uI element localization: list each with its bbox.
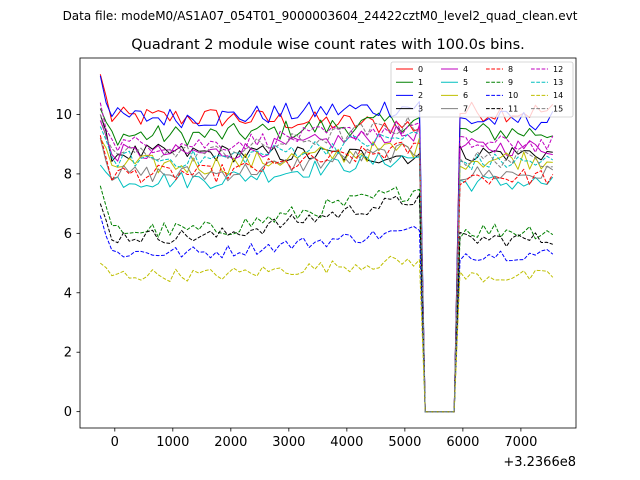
- series-line-10: [99, 215, 554, 413]
- legend-label-6: 6: [463, 91, 468, 100]
- series-line-6: [99, 137, 553, 413]
- x-axis-offset-label: +3.2366e8: [503, 455, 576, 470]
- legend-label-0: 0: [418, 65, 423, 74]
- legend-label-13: 13: [553, 78, 563, 87]
- plot-area: [79, 57, 577, 429]
- x-tick-label: 5000: [388, 435, 421, 450]
- y-tick-label: 0: [64, 405, 72, 420]
- series-line-8: [99, 135, 554, 413]
- x-tick-label: 1000: [156, 435, 189, 450]
- chart-title: Quadrant 2 module wise count rates with …: [131, 37, 525, 53]
- x-tick-label: 0: [111, 435, 119, 450]
- series-line-7: [99, 138, 554, 413]
- legend-label-3: 3: [418, 104, 423, 113]
- series-line-12: [99, 102, 554, 413]
- series-line-15: [99, 114, 553, 413]
- legend-label-12: 12: [553, 65, 563, 74]
- legend-label-14: 14: [553, 91, 563, 100]
- series-line-5: [99, 152, 554, 413]
- legend-label-4: 4: [463, 65, 468, 74]
- x-axis: 0 1000 2000 3000 4000 5000 6000 7000: [111, 428, 537, 450]
- y-tick-label: 6: [64, 227, 72, 242]
- y-tick-label: 4: [64, 286, 72, 301]
- y-tick-label: 8: [64, 167, 72, 182]
- legend-label-1: 1: [418, 78, 423, 87]
- x-tick-label: 6000: [446, 435, 479, 450]
- chart-suptitle: Data file: modeM0/AS1A07_054T01_90000036…: [63, 9, 578, 23]
- y-tick-label: 10: [55, 108, 72, 123]
- legend-box: [390, 61, 574, 118]
- legend-label-2: 2: [418, 91, 423, 100]
- x-tick-label: 4000: [330, 435, 363, 450]
- plot-frame: [79, 57, 577, 429]
- series-line-4: [99, 120, 553, 413]
- x-tick-label: 3000: [272, 435, 305, 450]
- x-tick-label: 7000: [504, 435, 537, 450]
- legend-label-8: 8: [508, 65, 513, 74]
- legend-label-11: 11: [508, 104, 518, 113]
- series-line-11: [99, 193, 553, 413]
- y-tick-label: 2: [64, 346, 72, 361]
- legend-label-15: 15: [553, 104, 563, 113]
- y-axis: 0 2 4 6 8 10: [55, 108, 80, 420]
- legend-label-9: 9: [508, 78, 513, 87]
- series-line-9: [99, 185, 554, 413]
- x-tick-label: 2000: [214, 435, 247, 450]
- legend-label-7: 7: [463, 104, 468, 113]
- series-line-13: [99, 126, 554, 413]
- series-line-2: [99, 75, 554, 413]
- series-line-14: [99, 255, 554, 413]
- legend-label-5: 5: [463, 78, 468, 87]
- legend-label-10: 10: [508, 91, 518, 100]
